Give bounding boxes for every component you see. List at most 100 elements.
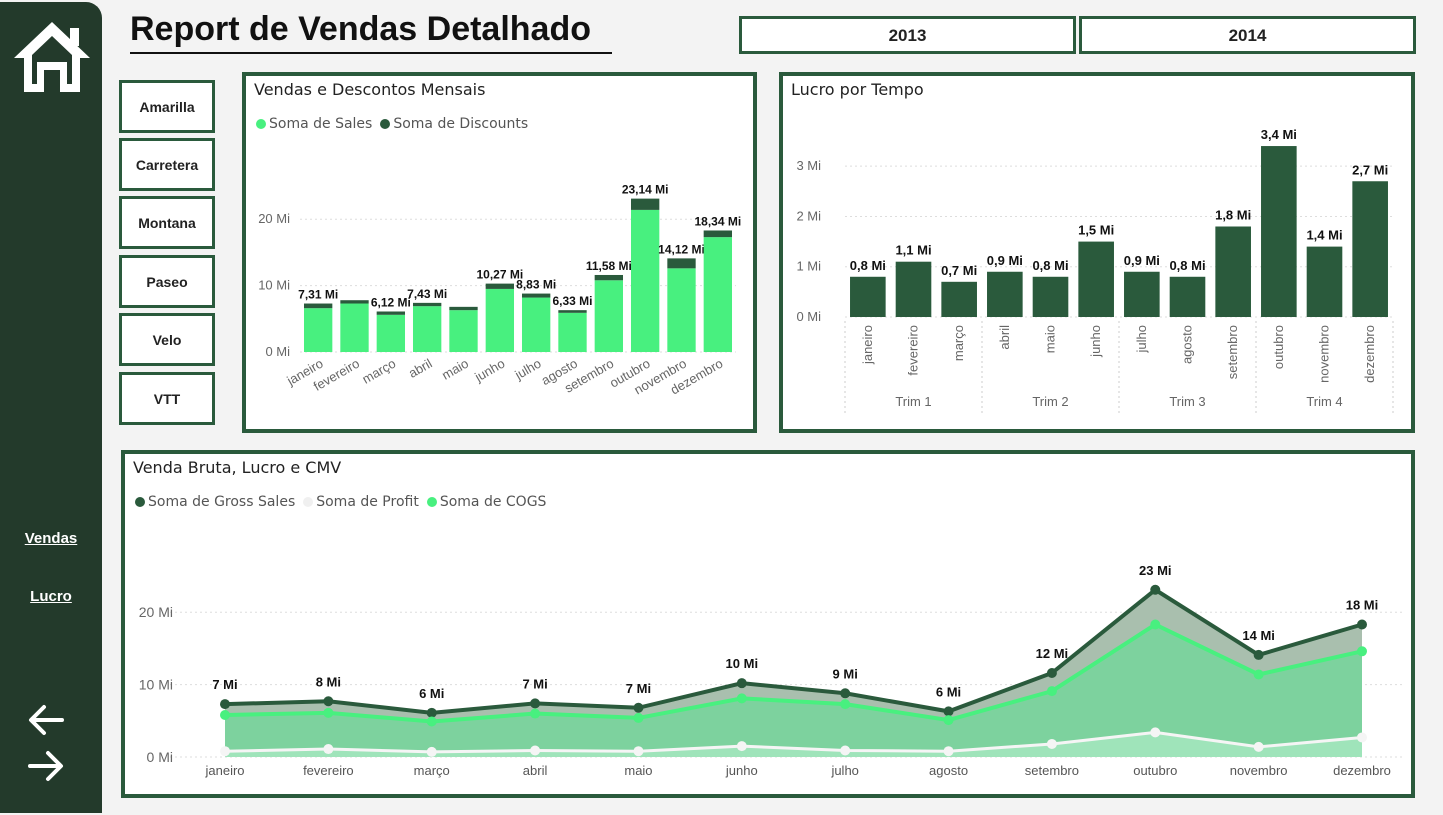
chart-title: Vendas e Descontos Mensais bbox=[254, 80, 486, 99]
profit-time-chart: 0 Mi 1 Mi 2 Mi 3 Mi 0,8 Mi janeiro 1,1 Mi fever… bbox=[796, 127, 1394, 415]
data-label: 7 Mi bbox=[522, 676, 547, 691]
x-tick-label: janeiro bbox=[204, 763, 244, 778]
segment-button-vtt[interactable]: VTT bbox=[119, 372, 215, 425]
point-profit bbox=[530, 745, 541, 756]
point-gross-sales bbox=[1253, 649, 1264, 660]
point-cogs bbox=[426, 716, 437, 727]
bar-profit bbox=[1215, 226, 1251, 317]
bar-profit bbox=[1352, 181, 1388, 317]
y-tick-label: 20 Mi bbox=[139, 604, 173, 620]
group-label: Trim 1 bbox=[895, 394, 931, 409]
data-label: 0,8 Mi bbox=[850, 258, 886, 273]
bar-sales bbox=[630, 209, 660, 352]
line-gross-sales bbox=[224, 587, 1363, 715]
x-tick-label: abril bbox=[523, 763, 548, 778]
legend-item-profit[interactable]: Soma de Profit bbox=[303, 494, 419, 510]
point-cogs bbox=[1150, 619, 1161, 630]
point-profit bbox=[1253, 741, 1264, 752]
point-cogs bbox=[323, 707, 334, 718]
x-tick-label: junho bbox=[471, 356, 507, 385]
x-tick-label: fevereiro bbox=[906, 325, 921, 376]
arrow-right-icon[interactable] bbox=[26, 748, 66, 784]
segment-button-montana[interactable]: Montana bbox=[119, 196, 215, 249]
segment-button-velo[interactable]: Velo bbox=[119, 313, 215, 366]
segment-button-carretera[interactable]: Carretera bbox=[119, 138, 215, 191]
chart-legend: Soma de Gross Sales Soma de Profit Soma … bbox=[135, 494, 554, 510]
data-label: 7 Mi bbox=[212, 677, 237, 692]
y-tick-label: 3 Mi bbox=[796, 158, 821, 173]
x-tick-label: outubro bbox=[1271, 325, 1286, 369]
bar-sales bbox=[303, 308, 333, 352]
data-label: 0,8 Mi bbox=[1169, 258, 1205, 273]
bar-discounts bbox=[303, 303, 333, 309]
data-label: 23 Mi bbox=[1139, 563, 1172, 578]
legend-item-gross-sales[interactable]: Soma de Gross Sales bbox=[135, 494, 295, 510]
data-label: 2,7 Mi bbox=[1352, 162, 1388, 177]
point-cogs bbox=[943, 715, 954, 726]
segment-button-paseo[interactable]: Paseo bbox=[119, 255, 215, 308]
point-gross-sales bbox=[943, 706, 954, 717]
line-cogs bbox=[224, 622, 1363, 724]
chart-legend: Soma de Sales Soma de Discounts bbox=[256, 116, 536, 132]
x-tick-label: março bbox=[951, 325, 966, 361]
x-tick-label: setembro bbox=[1025, 763, 1079, 778]
x-tick-label: maio bbox=[1043, 325, 1058, 353]
bar-sales bbox=[558, 312, 587, 352]
point-profit bbox=[1150, 727, 1161, 738]
point-profit bbox=[840, 745, 851, 756]
nav-link-lucro[interactable]: Lucro bbox=[30, 588, 72, 605]
x-tick-label: dezembro bbox=[1362, 325, 1377, 383]
y-tick-label: 20 Mi bbox=[258, 211, 290, 226]
bar-profit bbox=[1261, 146, 1297, 317]
x-tick-label: julho bbox=[830, 763, 858, 778]
point-cogs bbox=[840, 699, 851, 710]
data-label: 7,31 Mi bbox=[298, 288, 338, 302]
data-label: 1,1 Mi bbox=[895, 243, 931, 258]
arrow-left-icon[interactable] bbox=[26, 702, 66, 738]
data-label: 0,9 Mi bbox=[1124, 253, 1160, 268]
point-profit bbox=[943, 746, 954, 757]
legend-item-discounts[interactable]: Soma de Discounts bbox=[380, 116, 528, 132]
bar-profit bbox=[941, 281, 977, 317]
bar-discounts bbox=[412, 302, 442, 307]
data-label: 8,83 Mi bbox=[516, 278, 556, 292]
bar-discounts bbox=[703, 230, 733, 238]
data-label: 18,34 Mi bbox=[694, 214, 741, 228]
data-label: 6,33 Mi bbox=[552, 294, 592, 308]
x-tick-label: novembro bbox=[1230, 763, 1288, 778]
line-profit bbox=[224, 730, 1363, 754]
bar-profit bbox=[1032, 276, 1069, 317]
legend-label: Soma de COGS bbox=[439, 494, 547, 510]
point-profit bbox=[633, 746, 644, 757]
data-label: 0,7 Mi bbox=[941, 263, 977, 278]
chart-title: Lucro por Tempo bbox=[791, 80, 924, 99]
year-button-2013[interactable]: 2013 bbox=[739, 16, 1076, 54]
home-icon[interactable] bbox=[10, 18, 94, 94]
bar-discounts bbox=[667, 258, 696, 269]
point-gross-sales bbox=[220, 699, 230, 710]
bar-profit bbox=[895, 261, 932, 317]
bar-sales bbox=[521, 297, 551, 352]
bar-profit bbox=[1078, 241, 1114, 317]
year-button-2014[interactable]: 2014 bbox=[1079, 16, 1416, 54]
bar-profit bbox=[987, 271, 1023, 317]
legend-item-sales[interactable]: Soma de Sales bbox=[256, 116, 372, 132]
point-gross-sales bbox=[1046, 668, 1057, 679]
point-cogs bbox=[1253, 669, 1264, 680]
nav-link-vendas[interactable]: Vendas bbox=[24, 530, 78, 547]
chart-title: Venda Bruta, Lucro e CMV bbox=[133, 458, 342, 477]
segment-button-amarilla[interactable]: Amarilla bbox=[119, 80, 215, 133]
x-tick-label: maio bbox=[624, 763, 652, 778]
group-label: Trim 2 bbox=[1032, 394, 1068, 409]
point-gross-sales bbox=[840, 688, 851, 699]
bar-discounts bbox=[376, 311, 406, 315]
x-tick-label: maio bbox=[439, 356, 471, 383]
x-tick-label: agosto bbox=[1180, 325, 1195, 364]
data-label: 23,14 Mi bbox=[622, 183, 669, 197]
point-gross-sales bbox=[426, 707, 437, 718]
sidebar: Vendas Lucro bbox=[0, 2, 102, 813]
legend-item-cogs[interactable]: Soma de COGS bbox=[426, 494, 547, 510]
point-cogs bbox=[1357, 646, 1367, 657]
data-label: 18 Mi bbox=[1346, 598, 1379, 613]
bar-discounts bbox=[594, 274, 624, 281]
